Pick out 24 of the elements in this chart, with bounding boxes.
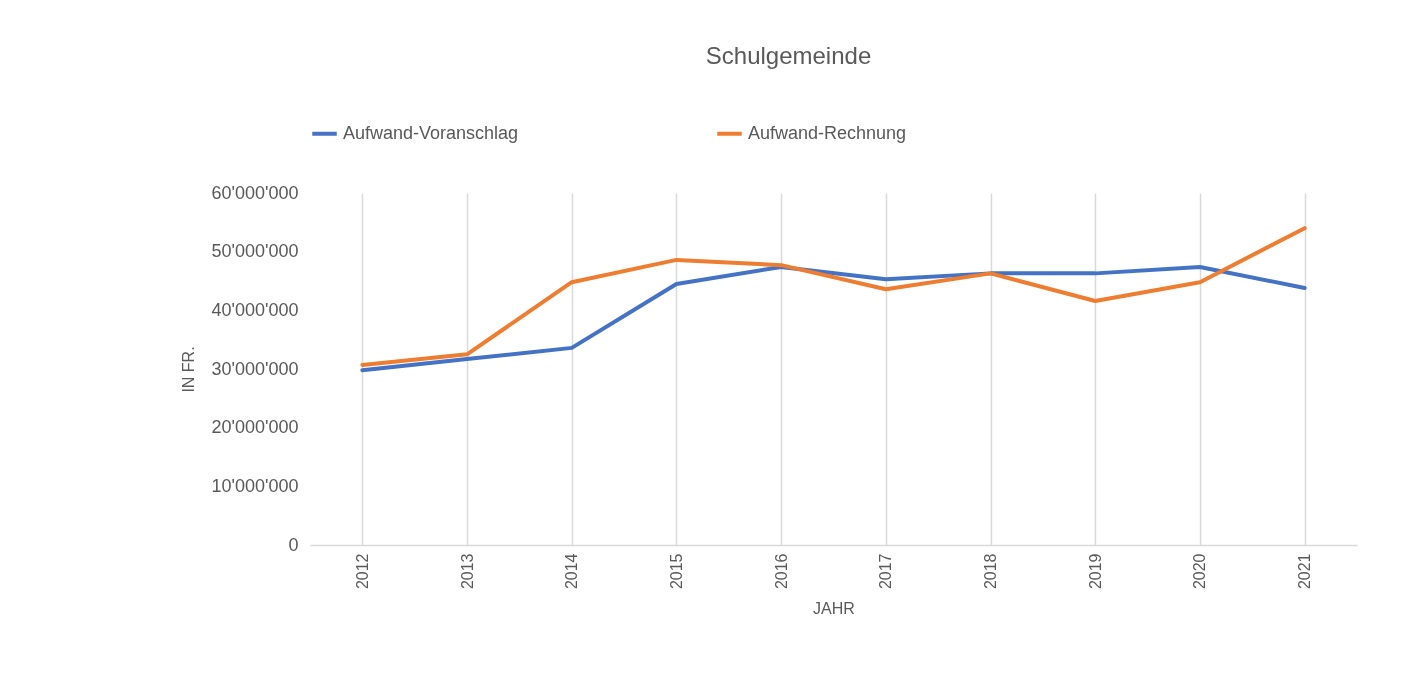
- line-series: [360, 264, 1307, 373]
- x-tick-label: 2016: [772, 553, 790, 590]
- x-tick-label: 2014: [563, 553, 581, 590]
- x-tick-label: 2020: [1191, 553, 1209, 590]
- y-tick-label: 30'000'000: [211, 358, 299, 379]
- chart-title: Schulgemeinde: [705, 42, 872, 69]
- y-tick-label: 20'000'000: [211, 417, 299, 438]
- y-tick-label: 10'000'000: [211, 475, 299, 496]
- y-axis-title: IN FR.: [179, 346, 197, 393]
- y-tick-label: 60'000'000: [211, 182, 299, 203]
- line-series: [360, 226, 1307, 367]
- y-tick-label: 0: [288, 534, 299, 555]
- x-tick-label: 2018: [982, 553, 1000, 590]
- x-tick-label: 2017: [877, 553, 895, 590]
- x-axis-title: JAHR: [813, 600, 855, 618]
- x-tick-label: 2021: [1296, 553, 1314, 590]
- legend-label: Aufwand-Voranschlag: [343, 122, 519, 143]
- x-tick-label: 2015: [667, 553, 685, 590]
- x-tick-label: 2012: [353, 553, 371, 590]
- x-tick-label: 2019: [1086, 553, 1104, 590]
- x-tick-label: 2013: [458, 553, 476, 590]
- y-tick-label: 40'000'000: [211, 299, 299, 320]
- legend-label: Aufwand-Rechnung: [748, 122, 907, 143]
- y-tick-label: 50'000'000: [211, 241, 299, 262]
